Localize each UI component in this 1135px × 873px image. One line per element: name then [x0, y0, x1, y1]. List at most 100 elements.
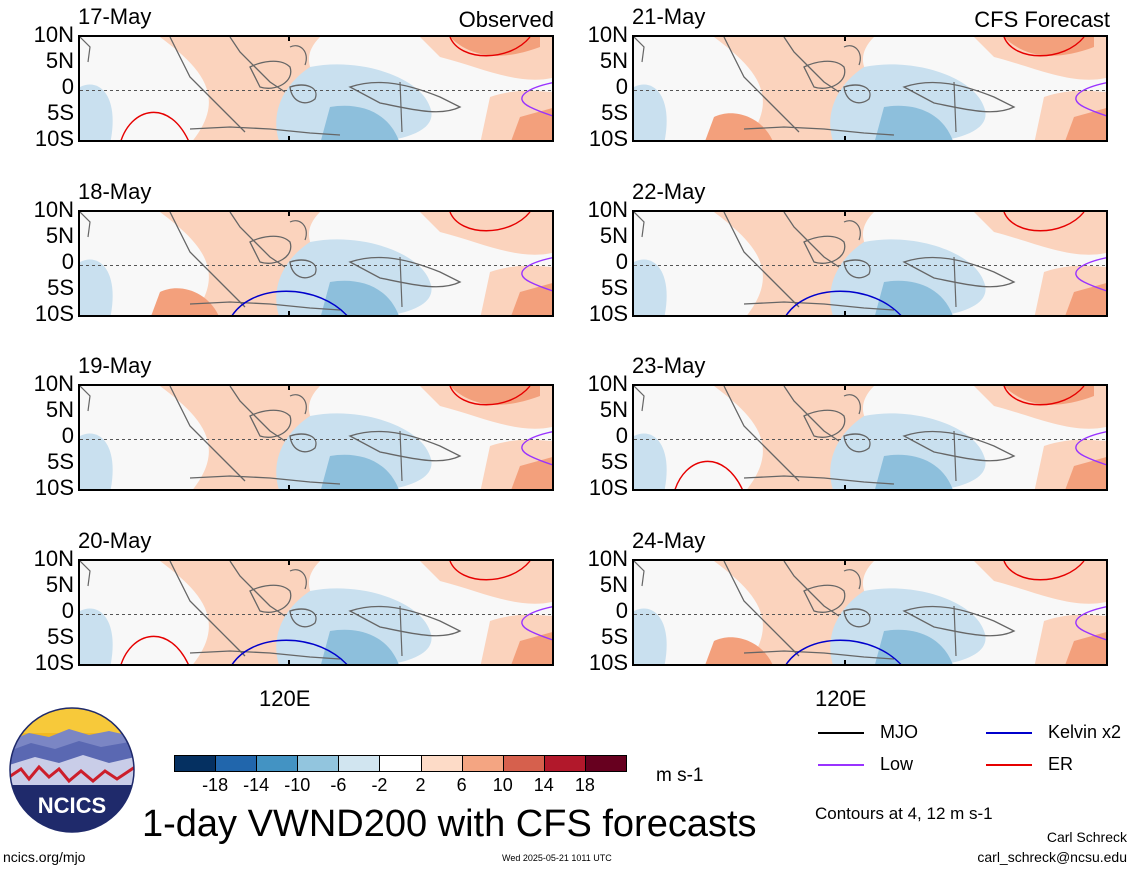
colorbar-bin [215, 755, 258, 772]
lon-tick [288, 384, 290, 390]
panel-date-left-4: 20-May [78, 528, 152, 553]
lat-label-right-2-3: 0 [615, 249, 628, 274]
lon-label-right: 120E [815, 686, 867, 711]
lat-label-left-4-1: 10N [33, 546, 74, 571]
author: Carl Schreck [1046, 829, 1127, 845]
lon-tick [288, 660, 290, 666]
logo-text: NCICS [38, 793, 106, 818]
lat-label-right-4-4: 5S [601, 624, 628, 649]
lat-label-left-1-3: 0 [61, 74, 74, 99]
lon-tick [288, 210, 290, 216]
map-field [634, 386, 1106, 489]
figure-title: 1-day VWND200 with CFS forecasts [142, 803, 757, 845]
panel-date-left-3: 19-May [78, 353, 152, 378]
legend-line-2 [818, 764, 864, 766]
legend-label-0: MJO [880, 722, 918, 742]
lat-label-right-4-2: 5N [599, 572, 628, 597]
lat-label-left-1-1: 10N [33, 22, 74, 47]
legend-line-1 [986, 732, 1032, 734]
lon-tick [288, 559, 290, 565]
panel-date-right-2: 22-May [632, 179, 706, 204]
cfs-forecast-header: CFS Forecast [974, 7, 1110, 32]
lat-label-left-4-5: 10S [34, 650, 74, 675]
lon-tick [844, 35, 846, 41]
map-panel-right-3 [632, 384, 1108, 491]
colorbar-bin [338, 755, 381, 772]
lat-label-left-4-2: 5N [45, 572, 74, 597]
map-panel-left-2 [78, 210, 554, 317]
colorbar-tick-label: 18 [574, 775, 595, 795]
lat-label-right-4-3: 0 [615, 598, 628, 623]
colorbar-bin [584, 755, 627, 772]
lat-label-right-3-1: 10N [587, 371, 628, 396]
lat-label-right-3-5: 10S [588, 475, 628, 500]
observed-header: Observed [458, 7, 554, 32]
lon-tick [844, 485, 846, 491]
colorbar-bin [461, 755, 504, 772]
map-field [80, 212, 552, 315]
legend-line-0 [818, 732, 864, 734]
panel-date-left-2: 18-May [78, 179, 152, 204]
map-panel-left-4 [78, 559, 554, 666]
map-field [634, 561, 1106, 664]
lon-tick [844, 136, 846, 142]
ncics-logo: NCICS [9, 707, 135, 833]
map-panel-right-4 [632, 559, 1108, 666]
lat-label-right-1-3: 0 [615, 74, 628, 99]
lat-label-left-1-5: 10S [34, 126, 74, 151]
lat-label-left-1-4: 5S [47, 100, 74, 125]
map-field [634, 212, 1106, 315]
lon-tick [288, 136, 290, 142]
panel-date-right-4: 24-May [632, 528, 706, 553]
map-field [80, 561, 552, 664]
lon-tick [844, 384, 846, 390]
lat-label-right-3-2: 5N [599, 397, 628, 422]
colorbar-tick-label: 10 [492, 775, 513, 795]
legend-label-1: Kelvin x2 [1048, 722, 1122, 742]
lat-label-left-2-3: 0 [61, 249, 74, 274]
panel-date-right-1: 21-May [632, 4, 706, 29]
map-panel-left-3 [78, 384, 554, 491]
lat-label-right-4-1: 10N [587, 546, 628, 571]
colorbar-bin [420, 755, 463, 772]
lat-label-left-2-4: 5S [47, 275, 74, 300]
lat-label-right-4-5: 10S [588, 650, 628, 675]
lat-label-left-3-1: 10N [33, 371, 74, 396]
legend-line-3 [986, 764, 1032, 766]
lat-label-right-2-4: 5S [601, 275, 628, 300]
colorbar-tick-label: -10 [284, 775, 311, 795]
legend-label-3: ER [1048, 754, 1074, 774]
colorbar-tick-label: -2 [371, 775, 388, 795]
colorbar-tick-label: 2 [415, 775, 426, 795]
map-panel-right-2 [632, 210, 1108, 317]
legend-label-2: Low [880, 754, 914, 774]
colorbar-bin [543, 755, 586, 772]
colorbar-units: m s-1 [656, 765, 704, 786]
lat-label-right-1-4: 5S [601, 100, 628, 125]
lon-tick [844, 311, 846, 317]
lat-label-left-2-2: 5N [45, 223, 74, 248]
lon-tick [288, 311, 290, 317]
map-field [634, 37, 1106, 140]
colorbar-bin [174, 755, 217, 772]
lon-tick [844, 559, 846, 565]
colorbar-tick-label: -6 [330, 775, 347, 795]
colorbar-bin [502, 755, 545, 772]
map-field [80, 386, 552, 489]
lon-tick [288, 485, 290, 491]
map-panel-left-1 [78, 35, 554, 142]
colorbar-bin [297, 755, 340, 772]
colorbar-bin [256, 755, 299, 772]
lat-label-left-4-4: 5S [47, 624, 74, 649]
map-field [80, 37, 552, 140]
contours-note: Contours at 4, 12 m s-1 [815, 804, 993, 823]
lon-label-left: 120E [259, 686, 311, 711]
lat-label-right-2-2: 5N [599, 223, 628, 248]
lat-label-left-2-1: 10N [33, 197, 74, 222]
lat-label-left-2-5: 10S [34, 301, 74, 326]
panel-date-left-1: 17-May [78, 4, 152, 29]
lat-label-right-1-2: 5N [599, 48, 628, 73]
source-url: ncics.org/mjo [3, 849, 86, 865]
colorbar-tick-label: 6 [456, 775, 467, 795]
lat-label-left-3-2: 5N [45, 397, 74, 422]
